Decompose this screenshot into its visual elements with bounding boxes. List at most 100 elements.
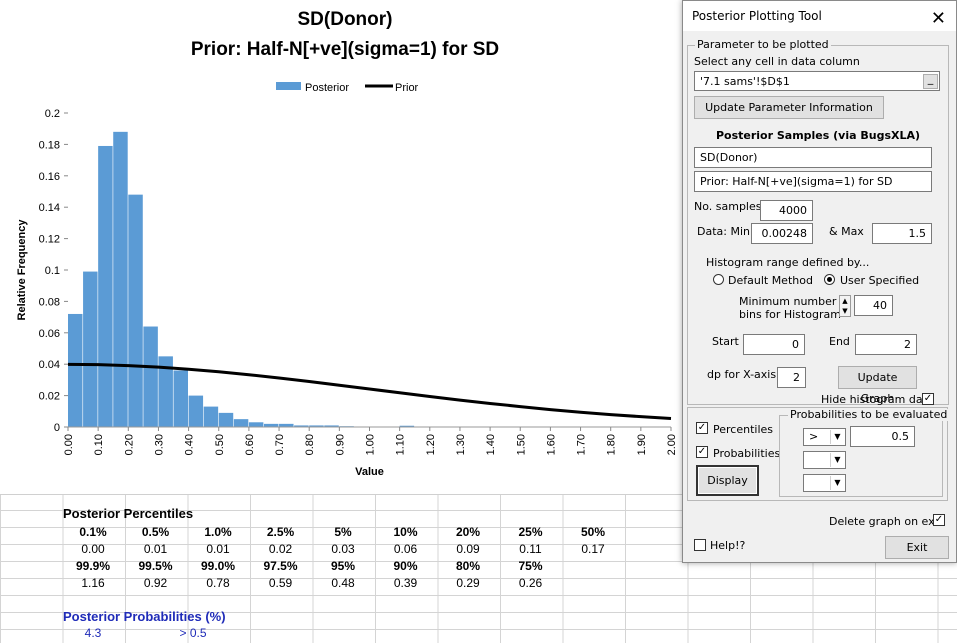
no-samples-label: No. samples	[694, 200, 762, 213]
legend-posterior-swatch	[276, 82, 301, 90]
histogram-bar	[324, 425, 339, 427]
help-checkbox[interactable]	[694, 539, 706, 551]
prob-operator-select[interactable]: > ▼	[803, 428, 846, 446]
percentile-label: 0.5%	[141, 525, 170, 539]
legend-prior-label: Prior	[395, 82, 419, 94]
prob-operator-select-3[interactable]: ▼	[803, 474, 846, 492]
spin-down-icon[interactable]: ▼	[842, 307, 848, 315]
percentile-label: 99.5%	[138, 559, 173, 573]
x-tick-label: 1.00	[365, 434, 377, 455]
y-tick-label: 0.04	[39, 359, 60, 371]
select-prompt: Select any cell in data column	[694, 55, 860, 68]
percentiles-checkbox[interactable]: ✓	[696, 422, 708, 434]
percentile-label: 95%	[330, 559, 356, 573]
display-group	[687, 407, 948, 501]
x-tick-label: 0.80	[304, 434, 316, 455]
chart-subtitle: Prior: Half-N[+ve](sigma=1) for SD	[190, 39, 500, 60]
spin-up-icon[interactable]: ▲	[842, 297, 848, 305]
histogram-bar	[248, 422, 264, 427]
percentile-label: 50%	[580, 525, 606, 539]
histogram-bar	[203, 406, 219, 427]
percentiles-title: Posterior Percentiles	[63, 506, 194, 521]
start-label: Start	[712, 335, 739, 348]
dialog-titlebar[interactable]: Posterior Plotting Tool ✕	[683, 1, 956, 31]
percentile-label: 25%	[518, 525, 543, 539]
dp-input[interactable]: 2	[777, 367, 806, 388]
y-tick-label: 0.14	[39, 202, 60, 214]
percentile-value: 0.29	[456, 576, 480, 590]
end-input[interactable]: 2	[855, 334, 917, 355]
percentile-value: 0.17	[581, 542, 605, 556]
chevron-down-icon[interactable]: ▼	[830, 430, 844, 444]
user-specified-label: User Specified	[840, 274, 920, 287]
histogram-range-label: Histogram range defined by...	[706, 256, 870, 269]
chevron-down-icon[interactable]: ▼	[830, 453, 844, 467]
percentile-value: 0.92	[143, 576, 168, 590]
start-input[interactable]: 0	[743, 334, 805, 355]
percentile-value: 0.01	[143, 542, 168, 556]
percentile-label: 2.5%	[266, 525, 295, 539]
min-bins-label: Minimum number of bins for Histogram	[739, 295, 851, 321]
percentile-value: 0.01	[206, 542, 230, 556]
x-tick-label: 0.70	[274, 434, 286, 455]
min-bins-label-line2: bins for Histogram	[739, 308, 841, 321]
prior-text-field: Prior: Half-N[+ve](sigma=1) for SD	[694, 171, 932, 192]
chevron-down-icon[interactable]: ▼	[830, 476, 844, 490]
min-bins-input[interactable]: 40	[854, 295, 893, 316]
update-graph-button[interactable]: Update Graph	[838, 366, 917, 405]
min-bins-label-line1: Minimum number of	[739, 295, 851, 308]
y-axis-label: Relative Frequency	[16, 219, 28, 321]
percentile-label: 5%	[334, 525, 352, 539]
histogram-bar	[143, 326, 158, 427]
delete-graph-checkbox[interactable]: ✓	[933, 514, 945, 526]
percentile-value: 0.39	[393, 576, 418, 590]
histogram-bar	[83, 271, 98, 427]
prob-operator-select-2[interactable]: ▼	[803, 451, 846, 469]
x-tick-label: 1.90	[636, 434, 648, 455]
display-button[interactable]: Display	[696, 465, 759, 496]
histogram-bar	[113, 131, 128, 427]
histogram-bar	[218, 412, 234, 427]
y-tick-label: 0.1	[45, 265, 60, 277]
y-tick-label: 0.02	[39, 391, 60, 403]
prior-line	[67, 362, 672, 421]
data-min-label: Data: Min	[697, 225, 750, 238]
probabilities-checkbox[interactable]: ✓	[696, 446, 708, 458]
percentile-table: Posterior Percentiles 0.1% 0.5% 1.0% 2.5% 5%…	[0, 497, 690, 643]
user-specified-radio[interactable]	[824, 274, 835, 285]
exit-button[interactable]: Exit	[885, 536, 949, 559]
x-tick-label: 1.70	[576, 434, 588, 455]
prob-value-input[interactable]: 0.5	[850, 426, 915, 447]
close-icon[interactable]: ✕	[930, 8, 946, 29]
hide-histogram-checkbox[interactable]: ✓	[922, 393, 934, 405]
histogram-bar	[399, 425, 415, 427]
update-parameter-button[interactable]: Update Parameter Information	[694, 96, 884, 119]
data-max-field: 1.5	[872, 223, 932, 244]
chart-area[interactable]: SD(Donor) Prior: Half-N[+ve](sigma=1) fo…	[0, 0, 690, 495]
end-label: End	[829, 335, 850, 348]
histogram-bar	[173, 370, 188, 427]
percentile-value: 0.00	[81, 542, 105, 556]
probabilities-group-label: Probabilities to be evaluated	[788, 408, 950, 421]
samples-heading: Posterior Samples (via BugsXLA)	[715, 129, 921, 142]
percentile-value: 0.06	[393, 542, 418, 556]
percentile-value: 0.26	[518, 576, 543, 590]
x-tick-label: 1.40	[485, 434, 497, 455]
cell-reference-button[interactable]: _	[923, 73, 938, 89]
x-tick-label: 0.40	[184, 434, 196, 455]
percentile-label: 10%	[393, 525, 418, 539]
histogram-bar	[128, 194, 143, 427]
percentile-value: 1.16	[81, 576, 105, 590]
probability-condition: > 0.5	[179, 626, 207, 640]
cell-reference-input[interactable]: '7.1 sams'!$D$1	[694, 71, 940, 91]
legend-posterior-label: Posterior	[305, 82, 349, 94]
min-bins-spinner[interactable]: ▲ ▼	[839, 295, 851, 317]
histogram-bar	[263, 423, 279, 427]
histogram-bar	[68, 313, 83, 427]
no-samples-field: 4000	[760, 200, 813, 221]
x-tick-label: 1.80	[606, 434, 618, 455]
percentile-label: 99.9%	[75, 559, 111, 573]
probabilities-title: Posterior Probabilities (%)	[63, 609, 226, 624]
histogram-bar	[158, 356, 173, 427]
default-method-radio[interactable]	[713, 274, 724, 285]
